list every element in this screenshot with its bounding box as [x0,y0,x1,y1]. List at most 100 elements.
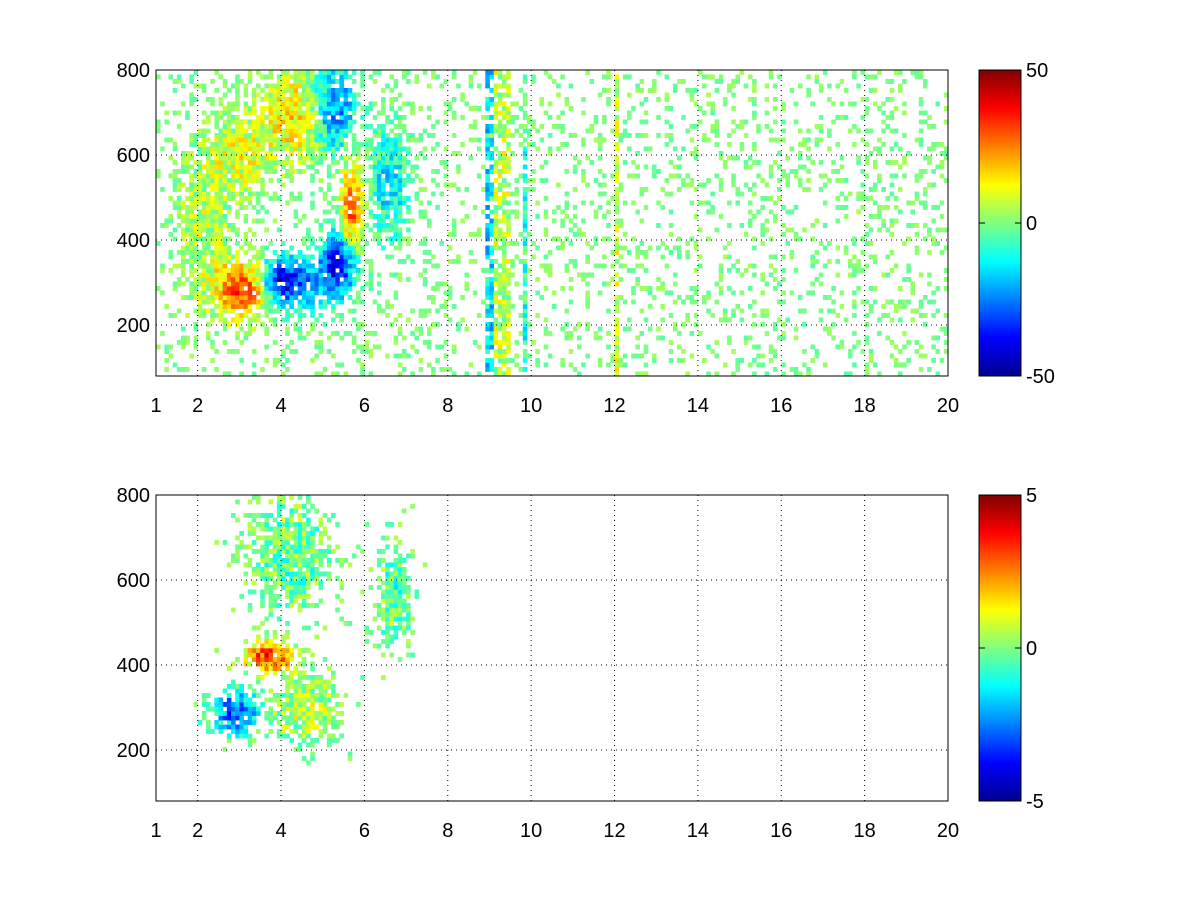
heatmap-cell [764,308,770,314]
heatmap-cell [406,209,411,215]
heatmap-cell [593,236,599,242]
heatmap-cell [201,263,207,269]
heatmap-cell [706,200,711,206]
heatmap-cell [235,151,240,156]
heatmap-cell [264,286,269,291]
heatmap-cell [181,367,186,372]
heatmap-cell [372,223,378,228]
heatmap-cell [251,97,257,102]
heatmap-cell [356,259,361,264]
heatmap-cell [843,250,849,255]
heatmap-cell [318,522,324,527]
heatmap-cell [347,227,353,233]
heatmap-cell [781,101,786,107]
heatmap-cell [310,173,315,179]
heatmap-cell [914,173,920,179]
heatmap-cell [268,688,274,694]
heatmap-cell [889,250,895,255]
heatmap-cell [239,155,244,161]
heatmap-cell [214,200,219,206]
heatmap-cell [268,263,274,269]
heatmap-cell [356,299,361,305]
heatmap-cell [256,711,261,716]
heatmap-cell [322,290,328,296]
heatmap-cell [422,209,428,215]
heatmap-cell [489,169,495,174]
heatmap-cell [314,621,319,626]
heatmap-cell [314,137,319,143]
heatmap-cell [539,101,545,107]
heatmap-cell [314,567,319,572]
heatmap-cell [251,232,257,237]
heatmap-cell [272,110,278,116]
heatmap-cell [335,693,340,698]
heatmap-cell [243,299,249,305]
heatmap-cell [172,200,178,206]
heatmap-cell [385,155,390,161]
heatmap-cell [318,562,324,568]
heatmap-cell [310,738,315,743]
heatmap-cell [210,173,215,179]
heatmap-cell [226,191,232,197]
heatmap-cell [264,83,269,89]
heatmap-cell [397,137,403,143]
heatmap-cell [326,517,332,523]
heatmap-cell [239,133,244,138]
heatmap-cell [347,223,353,228]
heatmap-cell [326,299,332,305]
heatmap-cell [385,205,390,210]
heatmap-cell [401,367,407,372]
heatmap-cell [656,200,661,206]
heatmap-cell [656,70,661,75]
heatmap-cell [193,344,199,350]
heatmap-cell [268,643,274,649]
heatmap-cell [543,214,549,219]
heatmap-cell [485,169,490,174]
heatmap-cell [893,308,899,314]
heatmap-cell [727,142,732,147]
heatmap-cell [543,317,549,323]
heatmap-cell [156,173,161,179]
heatmap-cell [510,259,515,264]
heatmap-cell [335,724,340,730]
heatmap-cell [256,155,261,161]
heatmap-cell [389,218,394,224]
heatmap-cell [856,209,861,215]
heatmap-cell [918,110,924,116]
heatmap-cell [693,88,699,93]
heatmap-cell [781,128,786,134]
heatmap-cell [731,349,736,354]
heatmap-cell [927,272,932,278]
heatmap-cell [772,160,778,165]
heatmap-cell [331,331,336,336]
heatmap-cell [393,535,399,541]
heatmap-cell [301,562,307,568]
heatmap-cell [339,245,344,251]
heatmap-cell [243,119,249,125]
heatmap-cell [293,142,299,147]
heatmap-cell [160,223,165,228]
heatmap-cell [497,232,503,237]
heatmap-cell [243,706,249,712]
heatmap-cell [868,349,874,354]
heatmap-cell [264,585,269,590]
heatmap-cell [543,254,549,260]
heatmap-cell [610,128,615,134]
heatmap-cell [193,232,199,237]
heatmap-cell [231,272,236,278]
heatmap-cell [289,657,294,662]
heatmap-cell [210,151,215,156]
heatmap-cell [247,308,253,314]
heatmap-cell [672,272,678,278]
heatmap-cell [293,679,299,685]
heatmap-cell [556,205,561,210]
heatmap-cell [260,191,265,197]
heatmap-cell [289,259,294,264]
heatmap-cell [339,268,344,273]
heatmap-cell [231,553,236,559]
heatmap-cell [206,286,211,291]
heatmap-cell [360,268,365,273]
heatmap-cell [360,79,365,84]
heatmap-cell [464,101,470,107]
heatmap-cell [356,151,361,156]
